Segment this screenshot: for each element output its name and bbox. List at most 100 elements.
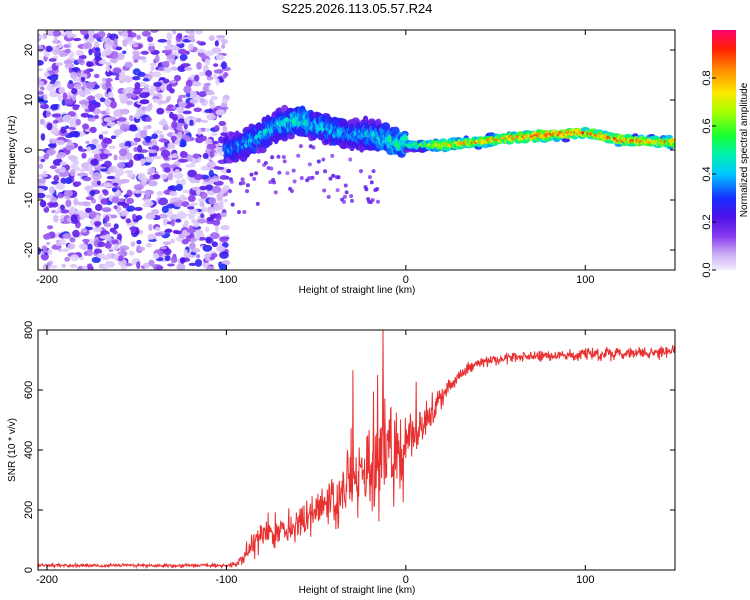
spectrogram-noise-cell bbox=[169, 215, 177, 222]
spectrogram-noise-cell bbox=[101, 50, 107, 58]
colorbar-tick-label: 0.4 bbox=[701, 166, 713, 181]
spectrogram-noise-cell bbox=[222, 125, 228, 133]
spectrogram-noise-cell bbox=[221, 43, 226, 49]
spectrogram-noise-cell bbox=[85, 207, 93, 214]
spectrogram-noise-cell bbox=[87, 95, 96, 102]
spectrogram-noise-cell bbox=[149, 30, 159, 33]
spectrogram-noise-cell bbox=[211, 47, 222, 54]
spectrogram-noise-cell bbox=[179, 151, 189, 159]
spectrogram-signal-cell bbox=[322, 188, 327, 193]
spectrogram-noise-cell bbox=[205, 184, 214, 191]
spectrogram-noise-cell bbox=[147, 44, 156, 53]
spectrogram-noise-cell bbox=[97, 31, 106, 38]
spectrogram-noise-cell bbox=[73, 198, 79, 206]
spectrogram-noise-cell bbox=[70, 254, 80, 262]
spectrogram-noise-cell bbox=[91, 256, 101, 264]
spectrogram-noise-cell bbox=[119, 108, 130, 115]
spectrogram-noise-cell bbox=[179, 194, 186, 202]
spectrogram-noise-cell bbox=[189, 237, 197, 243]
spectrogram-noise-cell bbox=[125, 218, 132, 224]
spectrogram-signal-cell bbox=[229, 179, 234, 184]
spectrogram-noise-cell bbox=[45, 232, 52, 240]
spectrogram-noise-cell bbox=[141, 30, 152, 37]
spectrogram-noise-cell bbox=[60, 126, 67, 134]
colorbar-gradient bbox=[712, 30, 736, 270]
spectrogram-noise-cell bbox=[132, 50, 141, 56]
spectrogram-signal-cell bbox=[245, 183, 250, 188]
spectrogram-noise-cell bbox=[145, 105, 152, 112]
spectrogram-noise-cell bbox=[77, 201, 83, 206]
spectrogram-signal-cell bbox=[375, 187, 380, 192]
spectrogram-noise-cell bbox=[105, 260, 115, 268]
spectrogram-noise-cell bbox=[199, 185, 208, 191]
spectrogram-noise-cell bbox=[61, 263, 66, 268]
spectrogram-ytick-label: 20 bbox=[23, 44, 35, 56]
spectrogram-ytick-label: 0 bbox=[23, 147, 35, 153]
spectrogram-noise-cell bbox=[86, 226, 93, 231]
spectrogram-noise-cell bbox=[117, 201, 122, 206]
spectrogram-noise-cell bbox=[184, 116, 191, 124]
spectrogram-noise-cell bbox=[122, 39, 128, 47]
spectrogram-noise-cell bbox=[196, 218, 207, 224]
spectrogram-noise-cell bbox=[208, 35, 215, 42]
spectrogram-noise-cell bbox=[187, 195, 196, 203]
spectrogram-noise-cell bbox=[75, 210, 85, 215]
spectrogram-noise-cell bbox=[129, 32, 137, 38]
spectrogram-noise-cell bbox=[49, 196, 58, 203]
colorbar-ticks: 0.0 0.2 0.4 0.6 0.8 bbox=[701, 70, 716, 278]
spectrogram-noise-cell bbox=[191, 186, 200, 191]
spectrogram-noise-cell bbox=[43, 51, 50, 58]
spectrogram-noise-cell bbox=[133, 146, 139, 153]
spectrogram-noise-cell bbox=[108, 165, 118, 173]
spectrogram-noise-cell bbox=[155, 54, 160, 63]
spectrogram-noise-cell bbox=[201, 181, 210, 185]
spectrogram-noise-cell bbox=[62, 248, 70, 253]
spectrogram-noise-cell bbox=[161, 60, 170, 68]
spectrogram-noise-cell bbox=[70, 71, 78, 79]
spectrogram-signal-cell bbox=[270, 155, 275, 160]
spectrogram-noise-cell bbox=[213, 69, 224, 74]
spectrogram-noise-cell bbox=[141, 106, 146, 111]
spectrogram-noise-cell bbox=[81, 152, 87, 159]
spectrogram-noise-cell bbox=[48, 74, 59, 81]
spectrogram-noise-cell bbox=[50, 264, 58, 269]
spectrogram-noise-cell bbox=[105, 78, 113, 83]
spectrogram-noise-cell bbox=[187, 206, 195, 210]
spectrogram-noise-cell bbox=[171, 153, 179, 159]
spectrogram-noise-cell bbox=[214, 40, 219, 47]
spectrogram-noise-cell bbox=[122, 50, 127, 55]
spectrogram-noise-cell bbox=[50, 127, 60, 135]
spectrogram-noise-cell bbox=[176, 263, 186, 270]
spectrogram-noise-cell bbox=[55, 80, 61, 85]
spectrogram-noise-cell bbox=[170, 218, 176, 227]
spectrogram-noise-cell bbox=[167, 263, 175, 267]
spectrogram-noise-cell bbox=[129, 126, 138, 132]
spectrogram-noise-cell bbox=[183, 130, 190, 134]
spectrogram-noise-cell bbox=[177, 48, 187, 55]
spectrogram-noise-cell bbox=[134, 81, 141, 89]
spectrogram-noise-cell bbox=[205, 226, 210, 233]
spectrogram-noise-cell bbox=[139, 158, 149, 163]
spectrogram-noise-cell bbox=[130, 141, 139, 146]
spectrogram-noise-cell bbox=[223, 198, 228, 203]
spectrogram-xtick-label: -200 bbox=[36, 274, 58, 286]
spectrogram-noise-cell bbox=[116, 162, 126, 169]
spectrogram-noise-cell bbox=[131, 75, 141, 81]
spectrogram-noise-cell bbox=[213, 63, 219, 67]
spectrogram-noise-cell bbox=[192, 153, 200, 159]
spectrogram-noise-cell bbox=[147, 149, 158, 154]
spectrogram-noise-cell bbox=[219, 263, 227, 270]
snr-ylabel: SNR (10 * v/v) bbox=[7, 418, 18, 482]
spectrogram-noise-cell bbox=[39, 200, 47, 208]
spectrogram-noise-cell bbox=[82, 123, 90, 130]
spectrogram-noise-cell bbox=[186, 228, 196, 234]
spectrogram-noise-cell bbox=[136, 71, 146, 77]
spectrogram-noise-cell bbox=[220, 224, 230, 231]
spectrogram-noise-cell bbox=[170, 238, 175, 244]
spectrogram-noise-cell bbox=[89, 126, 97, 134]
spectrogram-noise-cell bbox=[206, 75, 214, 81]
spectrogram-noise-cell bbox=[160, 84, 166, 92]
spectrogram-noise-cell bbox=[150, 65, 155, 72]
spectrogram-noise-cell bbox=[112, 230, 118, 235]
